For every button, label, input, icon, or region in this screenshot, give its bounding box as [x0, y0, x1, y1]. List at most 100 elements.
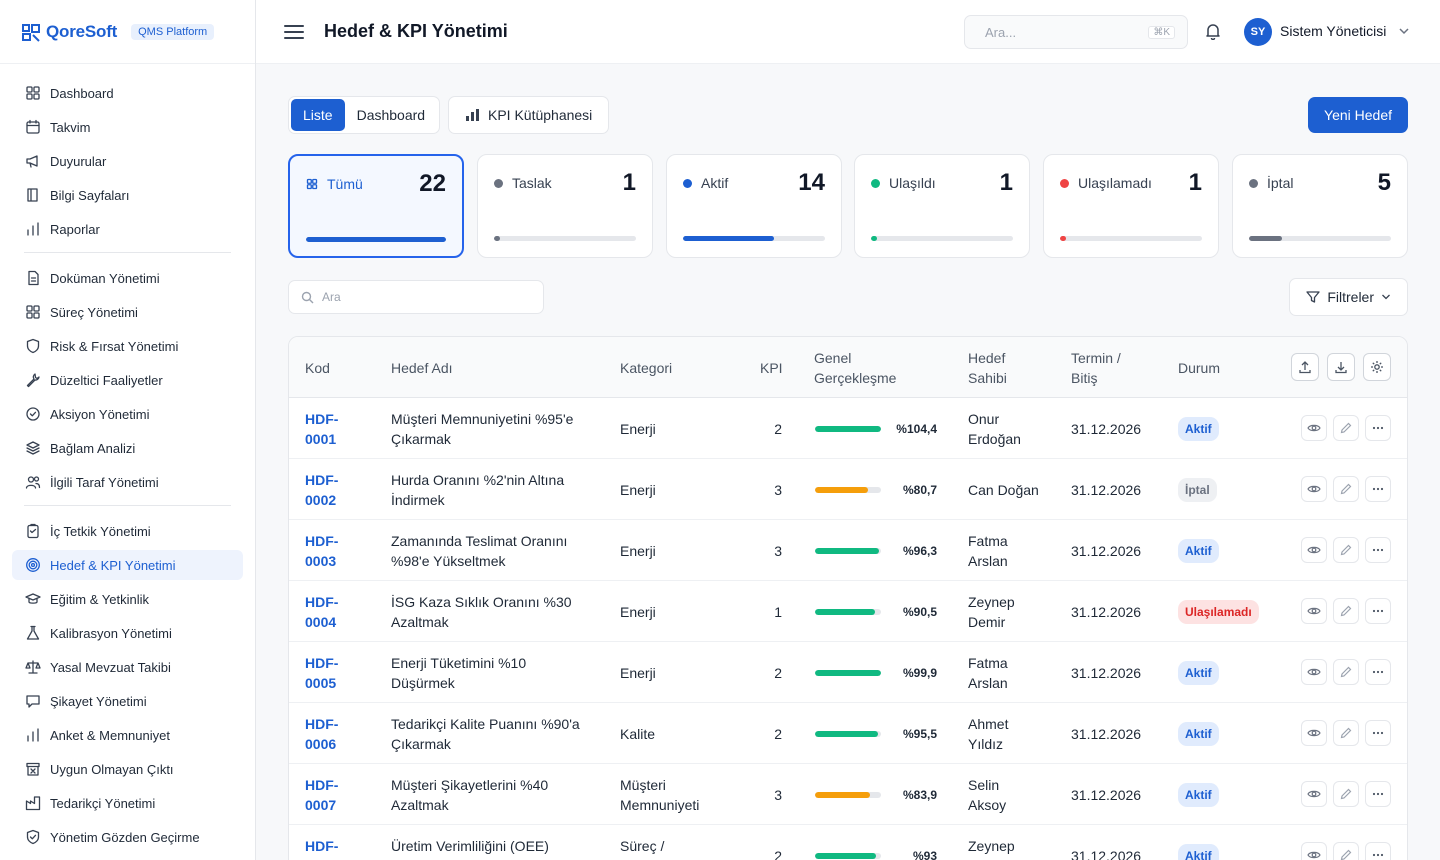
eye-icon[interactable] — [1301, 476, 1327, 502]
goal-code-link[interactable]: HDF- 0004 — [305, 593, 339, 630]
status-dot — [1060, 178, 1069, 188]
col-status[interactable]: Durum — [1178, 359, 1221, 376]
sidebar-item-aksiyon-yonetimi[interactable]: Aksiyon Yönetimi — [12, 399, 243, 429]
sidebar-item-kalibrasyon-yonetimi[interactable]: Kalibrasyon Yönetimi — [12, 618, 243, 648]
table-row[interactable]: HDF- 0007 Müşteri Şikayetlerini %40 Azaltma… — [289, 764, 1407, 825]
more-icon[interactable] — [1365, 598, 1391, 624]
eye-icon[interactable] — [1301, 781, 1327, 807]
sidebar-item-baglam-analizi[interactable]: Bağlam Analizi — [12, 433, 243, 463]
avatar[interactable]: SY — [1244, 18, 1272, 46]
status-card-ulasildi[interactable]: Ulaşıldı 1 — [854, 154, 1030, 258]
sidebar-item-yonetim-gozden-gecirme[interactable]: Yönetim Gözden Geçirme — [12, 822, 243, 852]
edit-icon[interactable] — [1333, 415, 1359, 441]
sidebar-item-uygun-olmayan-cikti[interactable]: Uygun Olmayan Çıktı — [12, 754, 243, 784]
table-row[interactable]: HDF- 0006 Tedarikçi Kalite Puanını %90'a Çı… — [289, 703, 1407, 764]
col-owner[interactable]: Hedef Sahibi — [968, 349, 1007, 386]
edit-icon[interactable] — [1333, 598, 1359, 624]
col-code[interactable]: Kod — [305, 359, 330, 376]
sidebar-item-sikayet-yonetimi[interactable]: Şikayet Yönetimi — [12, 686, 243, 716]
sidebar-item-ic-tetkik-yonetimi[interactable]: İç Tetkik Yönetimi — [12, 516, 243, 546]
global-search-input[interactable]: Ara... ⌘K — [964, 15, 1188, 49]
table-row[interactable]: HDF-0008 Üretim Verimliliğini (OEE)%85'e … — [289, 825, 1407, 860]
message-icon — [24, 692, 42, 710]
sidebar-item-egitim-yetkinlik[interactable]: Eğitim & Yetkinlik — [12, 584, 243, 614]
sidebar-item-duzeltici-faaliyetler[interactable]: Düzeltici Faaliyetler — [12, 365, 243, 395]
edit-icon[interactable] — [1333, 659, 1359, 685]
user-name[interactable]: Sistem Yöneticisi — [1280, 23, 1387, 39]
view-dashboard-button[interactable]: Dashboard — [356, 107, 426, 123]
col-category[interactable]: Kategori — [620, 359, 673, 376]
eye-icon[interactable] — [1301, 598, 1327, 624]
new-goal-button[interactable]: Yeni Hedef — [1308, 97, 1408, 133]
download-icon[interactable] — [1327, 353, 1355, 381]
upload-icon[interactable] — [1291, 353, 1319, 381]
status-card-iptal[interactable]: İptal 5 — [1232, 154, 1408, 258]
status-card-bar — [1060, 236, 1202, 241]
table-row[interactable]: HDF- 0004 İSG Kaza Sıklık Oranını %30 Azalt… — [289, 581, 1407, 642]
more-icon[interactable] — [1365, 720, 1391, 746]
sidebar-item-risk-firsat-yonetimi[interactable]: Risk & Fırsat Yönetimi — [12, 331, 243, 361]
sidebar-item-ilgili-taraf-yonetimi[interactable]: İlgili Taraf Yönetimi — [12, 467, 243, 497]
sidebar-item-hedef-kpi-yonetimi[interactable]: Hedef & KPI Yönetimi — [12, 550, 243, 580]
more-icon[interactable] — [1365, 659, 1391, 685]
table-row[interactable]: HDF- 0003 Zamanında Teslimat Oranını %98'e … — [289, 520, 1407, 581]
edit-icon[interactable] — [1333, 781, 1359, 807]
chevron-down-icon — [1382, 294, 1390, 300]
col-kpi[interactable]: KPI — [760, 359, 783, 376]
sidebar-item-tedarikci-yonetimi[interactable]: Tedarikçi Yönetimi — [12, 788, 243, 818]
settings-icon[interactable] — [1363, 353, 1391, 381]
sidebar-item-bilgi-sayfalari[interactable]: Bilgi Sayfaları — [12, 180, 243, 210]
eye-icon[interactable] — [1301, 842, 1327, 860]
sidebar-item-dashboard[interactable]: Dashboard — [12, 78, 243, 108]
sidebar-item-yasal-mevzuat-takibi[interactable]: Yasal Mevzuat Takibi — [12, 652, 243, 682]
goal-code-link[interactable]: HDF- 0001 — [305, 410, 339, 447]
eye-icon[interactable] — [1301, 720, 1327, 746]
more-icon[interactable] — [1365, 537, 1391, 563]
more-icon[interactable] — [1365, 842, 1391, 860]
eye-icon[interactable] — [1301, 415, 1327, 441]
sidebar-item-duyurular[interactable]: Duyurular — [12, 146, 243, 176]
table-row[interactable]: HDF- 0002 Hurda Oranını %2'nin Altına İndir… — [289, 459, 1407, 520]
goal-owner: Can Doğan — [968, 481, 1039, 498]
status-card-taslak[interactable]: Taslak 1 — [477, 154, 653, 258]
goal-code-link[interactable]: HDF- 0002 — [305, 471, 339, 508]
eye-icon[interactable] — [1301, 537, 1327, 563]
grid-icon — [24, 84, 42, 102]
col-due[interactable]: Termin / Bitiş — [1071, 349, 1121, 386]
edit-icon[interactable] — [1333, 476, 1359, 502]
sidebar-item-dokuman-yonetimi[interactable]: Doküman Yönetimi — [12, 263, 243, 293]
more-icon[interactable] — [1365, 415, 1391, 441]
kpi-library-button[interactable]: KPI Kütüphanesi — [448, 96, 610, 134]
brand-logo[interactable]: QoreSoft — [20, 22, 117, 42]
sidebar-item-takvim[interactable]: Takvim — [12, 112, 243, 142]
edit-icon[interactable] — [1333, 842, 1359, 860]
bell-icon[interactable] — [1204, 22, 1222, 40]
sidebar-item-surec-yonetimi[interactable]: Süreç Yönetimi — [12, 297, 243, 327]
goal-code-link[interactable]: HDF- 0005 — [305, 654, 339, 691]
status-card-aktif[interactable]: Aktif 14 — [666, 154, 842, 258]
table-row[interactable]: HDF- 0001 Müşteri Memnuniyetini %95'e Çıkar… — [289, 398, 1407, 459]
goal-code-link[interactable]: HDF-0008 — [305, 837, 339, 860]
goal-code-link[interactable]: HDF- 0007 — [305, 776, 339, 813]
chevron-down-icon[interactable] — [1398, 26, 1410, 36]
status-card-tumu[interactable]: Tümü 22 — [288, 154, 464, 258]
filters-button[interactable]: Filtreler — [1289, 278, 1408, 316]
edit-icon[interactable] — [1333, 537, 1359, 563]
col-name[interactable]: Hedef Adı — [391, 359, 453, 376]
eye-icon[interactable] — [1301, 659, 1327, 685]
menu-toggle-icon[interactable] — [284, 24, 304, 39]
view-list-button[interactable]: Liste — [291, 99, 345, 131]
table-row[interactable]: HDF- 0005 Enerji Tüketimini %10 Düşürmek Ene… — [289, 642, 1407, 703]
col-progress[interactable]: Genel Gerçekleşme — [814, 349, 897, 386]
kpi-library-label: KPI Kütüphanesi — [488, 107, 593, 123]
more-icon[interactable] — [1365, 476, 1391, 502]
table-search-input[interactable]: Ara — [288, 280, 544, 314]
edit-icon[interactable] — [1333, 720, 1359, 746]
goal-name: Enerji Tüketimini %10 Düşürmek — [391, 654, 527, 691]
sidebar-item-raporlar[interactable]: Raporlar — [12, 214, 243, 244]
more-icon[interactable] — [1365, 781, 1391, 807]
goal-code-link[interactable]: HDF- 0006 — [305, 715, 339, 752]
status-card-ulasilamadi[interactable]: Ulaşılamadı 1 — [1043, 154, 1219, 258]
goal-code-link[interactable]: HDF- 0003 — [305, 532, 339, 569]
sidebar-item-anket-memnuniyet[interactable]: Anket & Memnuniyet — [12, 720, 243, 750]
